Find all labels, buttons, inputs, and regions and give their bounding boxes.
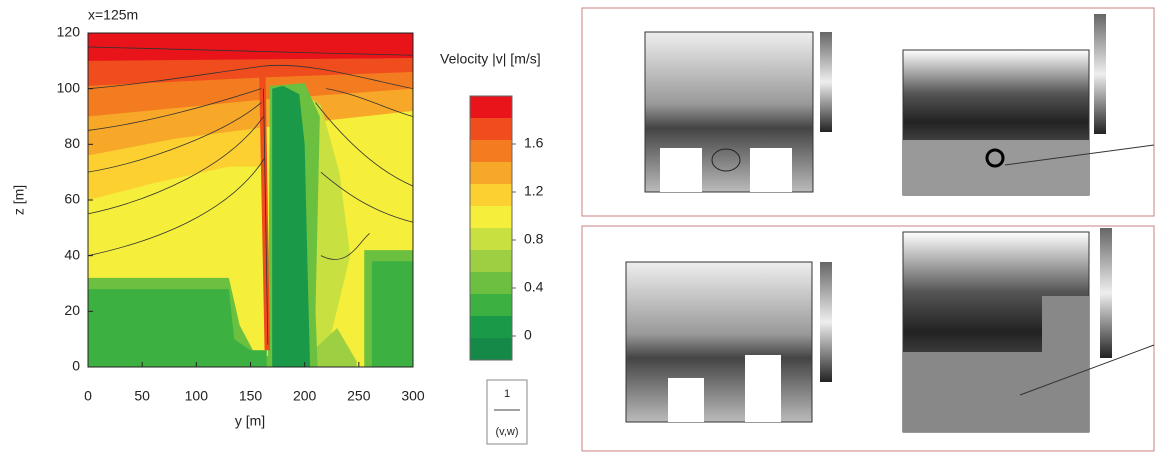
thumbnail-colorbar [1094,14,1106,134]
pointer-line [1019,344,1155,396]
obstacle [750,148,792,192]
colorbar-frame [469,95,513,361]
velocity-field [88,33,413,368]
colorbar-band [470,250,512,272]
colorbar-tick-label: 0 [524,327,532,343]
y-tick-label: 100 [57,79,81,95]
y-tick-label: 80 [64,135,80,151]
colorbar-band [470,96,512,118]
thumbnail-colorbar [820,262,832,382]
x-axis-label: y [m] [235,413,265,429]
y-axis-label: z [m] [11,185,27,215]
x-tick-label: 200 [293,388,317,404]
pointer-line [1004,144,1155,166]
colorbar-band [470,162,512,184]
y-tick-label: 0 [72,358,80,374]
colorbar-tick-label: 0.4 [524,279,544,295]
thumbnail-colorbar [1100,228,1112,358]
vortex [985,148,1005,168]
thumbnail-plot [625,261,813,423]
obstacle [903,140,1089,195]
vector-key-box [486,379,528,445]
x-tick-label: 300 [401,388,425,404]
y-tick-label: 60 [64,191,80,207]
x-tick-label: 0 [84,388,92,404]
colorbar-band [470,294,512,316]
obstacle [660,148,702,192]
reference-panels [581,7,1155,452]
colorbar-band [470,272,512,294]
panel-title: x=125m [88,7,138,23]
colorbar-band [470,228,512,250]
vector-key-value: 1 [504,388,510,400]
y-tick-label: 120 [57,24,81,40]
x-tick-label: 50 [134,388,150,404]
obstacle [668,378,704,422]
colorbar-band [470,316,512,338]
colorbar-tick-label: 1.6 [524,135,544,151]
colorbar-band [470,338,512,360]
colorbar-band [470,140,512,162]
obstacle [1042,296,1089,432]
x-tick-label: 150 [239,388,263,404]
vector-key-label: (v,w) [495,426,518,438]
x-tick-label: 100 [185,388,209,404]
colorbar-band [470,206,512,228]
colorbar-title: Velocity |v| [m/s] [440,51,541,67]
y-tick-label: 20 [64,302,80,318]
colorbar-tick-label: 1.2 [524,183,544,199]
colorbar-band [470,118,512,140]
vortex [711,148,741,172]
colorbar-band [470,184,512,206]
thumbnail-colorbar [820,32,832,132]
obstacle [745,355,781,422]
colorbar-tick-label: 0.8 [524,231,544,247]
x-tick-label: 250 [347,388,371,404]
y-tick-label: 40 [64,246,80,262]
